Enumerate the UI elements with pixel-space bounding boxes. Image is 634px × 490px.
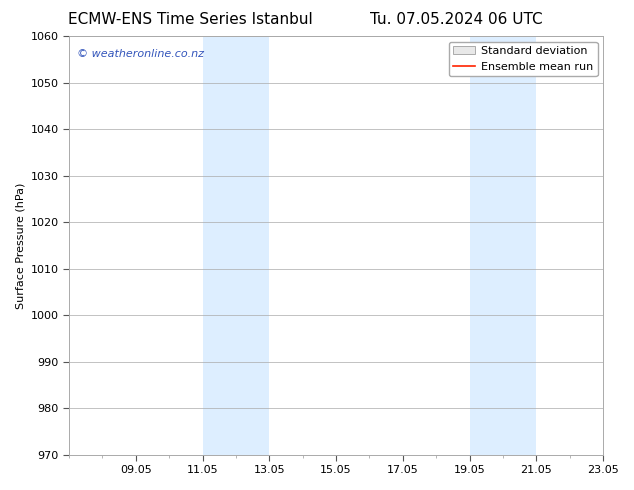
Text: © weatheronline.co.nz: © weatheronline.co.nz [77,49,204,59]
Bar [203,36,269,455]
Bar [470,36,536,455]
Text: ECMW-ENS Time Series Istanbul: ECMW-ENS Time Series Istanbul [68,12,313,27]
Y-axis label: Surface Pressure (hPa): Surface Pressure (hPa) [15,182,25,309]
Text: Tu. 07.05.2024 06 UTC: Tu. 07.05.2024 06 UTC [370,12,543,27]
Legend: Standard deviation, Ensemble mean run: Standard deviation, Ensemble mean run [449,42,598,76]
